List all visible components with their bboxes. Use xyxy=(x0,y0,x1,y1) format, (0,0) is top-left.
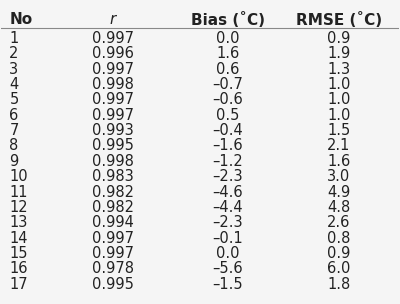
Text: 0.997: 0.997 xyxy=(92,31,134,46)
Text: 0.997: 0.997 xyxy=(92,62,134,77)
Text: –1.6: –1.6 xyxy=(212,138,243,154)
Text: 0.994: 0.994 xyxy=(92,215,134,230)
Text: 0.9: 0.9 xyxy=(327,246,351,261)
Text: 6.0: 6.0 xyxy=(327,261,351,276)
Text: 0.997: 0.997 xyxy=(92,231,134,246)
Text: 14: 14 xyxy=(9,231,28,246)
Text: 1: 1 xyxy=(9,31,18,46)
Text: 16: 16 xyxy=(9,261,28,276)
Text: No: No xyxy=(9,12,32,27)
Text: 0.998: 0.998 xyxy=(92,154,134,169)
Text: 0.6: 0.6 xyxy=(216,62,240,77)
Text: 4: 4 xyxy=(9,77,18,92)
Text: 0.993: 0.993 xyxy=(92,123,134,138)
Text: 0.998: 0.998 xyxy=(92,77,134,92)
Text: 9: 9 xyxy=(9,154,18,169)
Text: –4.6: –4.6 xyxy=(212,185,243,199)
Text: 0.997: 0.997 xyxy=(92,246,134,261)
Text: 0.5: 0.5 xyxy=(216,108,240,123)
Text: 1.6: 1.6 xyxy=(328,154,351,169)
Text: 1.5: 1.5 xyxy=(328,123,351,138)
Text: –0.6: –0.6 xyxy=(212,92,243,107)
Text: 1.9: 1.9 xyxy=(328,46,351,61)
Text: 2: 2 xyxy=(9,46,19,61)
Text: 0.997: 0.997 xyxy=(92,92,134,107)
Text: 2.6: 2.6 xyxy=(327,215,351,230)
Text: 3: 3 xyxy=(9,62,18,77)
Text: 0.0: 0.0 xyxy=(216,246,240,261)
Text: –2.3: –2.3 xyxy=(212,169,243,184)
Text: –2.3: –2.3 xyxy=(212,215,243,230)
Text: –4.4: –4.4 xyxy=(212,200,243,215)
Text: 1.0: 1.0 xyxy=(327,77,351,92)
Text: 1.6: 1.6 xyxy=(216,46,240,61)
Text: 3.0: 3.0 xyxy=(328,169,351,184)
Text: 0.982: 0.982 xyxy=(92,185,134,199)
Text: –0.7: –0.7 xyxy=(212,77,243,92)
Text: 0.995: 0.995 xyxy=(92,138,134,154)
Text: 0.0: 0.0 xyxy=(216,31,240,46)
Text: 0.978: 0.978 xyxy=(92,261,134,276)
Text: 5: 5 xyxy=(9,92,18,107)
Text: 1.0: 1.0 xyxy=(327,108,351,123)
Text: 0.8: 0.8 xyxy=(327,231,351,246)
Text: 6: 6 xyxy=(9,108,18,123)
Text: 4.9: 4.9 xyxy=(328,185,351,199)
Text: 7: 7 xyxy=(9,123,19,138)
Text: 15: 15 xyxy=(9,246,28,261)
Text: –0.1: –0.1 xyxy=(212,231,243,246)
Text: 1.8: 1.8 xyxy=(328,277,351,292)
Text: 10: 10 xyxy=(9,169,28,184)
Text: 8: 8 xyxy=(9,138,18,154)
Text: 11: 11 xyxy=(9,185,28,199)
Text: 4.8: 4.8 xyxy=(328,200,351,215)
Text: 12: 12 xyxy=(9,200,28,215)
Text: 1.3: 1.3 xyxy=(328,62,350,77)
Text: RMSE (˚C): RMSE (˚C) xyxy=(296,12,382,28)
Text: 0.996: 0.996 xyxy=(92,46,134,61)
Text: r: r xyxy=(110,12,116,27)
Text: 0.983: 0.983 xyxy=(92,169,134,184)
Text: 0.995: 0.995 xyxy=(92,277,134,292)
Text: 1.0: 1.0 xyxy=(327,92,351,107)
Text: 0.982: 0.982 xyxy=(92,200,134,215)
Text: 0.997: 0.997 xyxy=(92,108,134,123)
Text: –1.5: –1.5 xyxy=(212,277,243,292)
Text: –1.2: –1.2 xyxy=(212,154,243,169)
Text: 0.9: 0.9 xyxy=(327,31,351,46)
Text: Bias (˚C): Bias (˚C) xyxy=(191,12,265,28)
Text: –5.6: –5.6 xyxy=(212,261,243,276)
Text: 17: 17 xyxy=(9,277,28,292)
Text: 2.1: 2.1 xyxy=(327,138,351,154)
Text: –0.4: –0.4 xyxy=(212,123,243,138)
Text: 13: 13 xyxy=(9,215,28,230)
